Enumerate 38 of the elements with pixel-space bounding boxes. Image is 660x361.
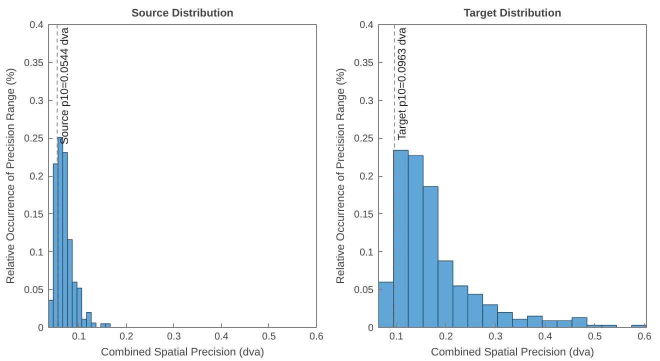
chart-title: Source Distribution (131, 8, 234, 20)
y-tick-label: 0.35 (354, 58, 374, 69)
x-axis-title: Combined Spatial Precision (dva) (430, 346, 594, 358)
x-tick-label: 0.6 (310, 332, 324, 342)
x-tick-label: 0.2 (439, 332, 454, 342)
y-tick-label: 0.05 (354, 285, 374, 296)
x-tick-label: 0.2 (119, 332, 134, 342)
y-tick-label: 0.05 (24, 285, 44, 296)
y-tick-label: 0.4 (30, 20, 44, 31)
x-tick-label: 0.5 (588, 332, 602, 342)
x-tick-label: 0.1 (389, 332, 404, 342)
y-tick-label: 0 (38, 323, 44, 334)
x-tick-label: 0.1 (72, 332, 86, 342)
y-tick-label: 0.4 (360, 20, 374, 31)
ref-line-label: Source p10=0.0544 dva (59, 26, 72, 145)
y-tick-label: 0.15 (354, 209, 374, 220)
y-tick-label: 0.25 (354, 134, 374, 145)
chart-title: Target Distribution (464, 8, 562, 20)
y-tick-label: 0 (368, 323, 374, 334)
y-tick-label: 0.2 (360, 172, 374, 182)
y-tick-label: 0.3 (30, 96, 44, 107)
x-tick-label: 0.4 (538, 332, 553, 342)
y-tick-label: 0.1 (30, 247, 44, 258)
x-axis-title: Combined Spatial Precision (dva) (100, 346, 264, 358)
y-tick-label: 0.15 (24, 209, 44, 220)
y-axis-title: Relative Occurrence of Precision Range (%) (5, 68, 18, 284)
y-tick-label: 0.35 (24, 58, 44, 69)
x-tick-label: 0.4 (214, 332, 229, 342)
ref-line-label: Target p10=0.0963 dva (396, 26, 409, 140)
y-tick-label: 0.2 (30, 172, 44, 182)
x-tick-label: 0.3 (488, 332, 504, 342)
y-tick-label: 0.3 (360, 96, 374, 107)
x-tick-label: 0.6 (638, 332, 652, 342)
x-tick-label: 0.5 (262, 332, 276, 342)
x-tick-label: 0.3 (166, 332, 182, 342)
y-tick-label: 0.25 (24, 134, 44, 145)
y-axis-title: Relative Occurrence of Precision Range (%) (335, 68, 348, 284)
y-tick-label: 0.1 (360, 247, 374, 258)
